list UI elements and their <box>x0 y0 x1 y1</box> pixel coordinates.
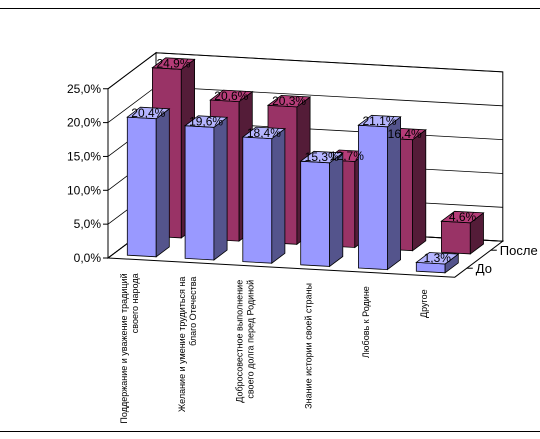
y-tick-label: 0,0% <box>74 251 102 265</box>
bar-top-face <box>209 89 254 103</box>
y-tick-label: 15,0% <box>67 149 101 163</box>
bar-before-2 <box>241 126 287 265</box>
gridline <box>107 52 503 90</box>
bar-before-1 <box>183 115 229 261</box>
data-label: 20,3% <box>272 94 306 108</box>
series-label-before: До <box>476 261 492 276</box>
bars <box>126 57 485 274</box>
bar-top-face <box>415 252 460 265</box>
data-labels: 24,9% 20,6% 20,3% 12,7% 16,4% 4,6% 20,4% 19,6% 1… <box>131 57 476 266</box>
bar-top-face <box>126 106 171 120</box>
category-label-line: Поддержание и уважение традиций <box>119 273 129 423</box>
category-label-line: благо Отечества <box>188 277 198 346</box>
y-tick-label: 20,0% <box>67 116 101 130</box>
bar-front-face <box>357 124 388 271</box>
bar-top-face <box>440 210 485 224</box>
data-label: 21,1% <box>362 114 396 128</box>
data-label: 1,3% <box>424 251 452 265</box>
category-label-line: Другое <box>419 289 429 318</box>
data-label: 20,4% <box>131 106 165 120</box>
bar-before-5 <box>415 252 460 274</box>
category-label-line: Добросовестное выполнение <box>235 280 245 403</box>
category-label-line: Любовь к Родине <box>361 286 371 358</box>
bar-top-face <box>183 115 229 128</box>
category-label: Добросовестное выполнение своего долга пе… <box>235 280 256 403</box>
data-label: 16,4% <box>388 127 422 141</box>
category-label-line: Желание и умение трудиться на <box>177 277 187 412</box>
bar-before-3 <box>299 150 344 268</box>
y-tick-label: 25,0% <box>67 82 101 96</box>
y-tick-label: 10,0% <box>67 183 101 197</box>
category-label: Знание истории своей страны <box>303 283 313 409</box>
category-label: Любовь к Родине <box>361 286 371 358</box>
bar-before-0 <box>126 106 171 258</box>
category-label: Другое <box>419 289 429 318</box>
y-tick-label: 5,0% <box>74 217 102 231</box>
bar-before-4 <box>357 114 402 271</box>
bar-top-face <box>151 57 196 70</box>
bar-front-face <box>126 116 157 258</box>
data-label: 18,4% <box>247 126 281 140</box>
data-label: 24,9% <box>156 57 190 71</box>
bar-side-face <box>271 127 286 265</box>
bar-side-face <box>155 107 170 258</box>
bar-top-face <box>357 114 402 128</box>
data-label: 15,3% <box>305 150 339 164</box>
data-label: 12,7% <box>330 149 364 163</box>
bar-after-5 <box>440 210 485 255</box>
bar-front-face <box>300 160 331 267</box>
bar-side-face <box>213 116 228 261</box>
bar-side-face <box>412 129 427 252</box>
data-label: 19,6% <box>189 115 223 129</box>
bar-top-face <box>241 126 287 140</box>
bar-front-face <box>242 136 273 264</box>
data-label: 20,6% <box>214 89 248 103</box>
series-label-after: После <box>500 243 538 258</box>
category-label: Поддержание и уважение традиций своего на… <box>119 273 140 423</box>
axes: 0,0% 5,0% 10,0% 15,0% 20,0% 25,0% Поддержание … <box>67 82 538 424</box>
category-label-line: своего народа <box>130 273 140 333</box>
category-label-line: своего долга перед Родиной <box>246 280 256 399</box>
bar-top-face <box>299 150 344 164</box>
bar-front-face <box>184 125 215 261</box>
bar-top-face <box>266 94 312 108</box>
bar-front-face <box>440 220 471 255</box>
category-label-line: Знание истории своей страны <box>303 283 313 409</box>
category-label: Желание и умение трудиться на благо Отече… <box>177 277 198 412</box>
data-label: 4,6% <box>449 210 477 224</box>
bar-side-face <box>329 152 344 268</box>
